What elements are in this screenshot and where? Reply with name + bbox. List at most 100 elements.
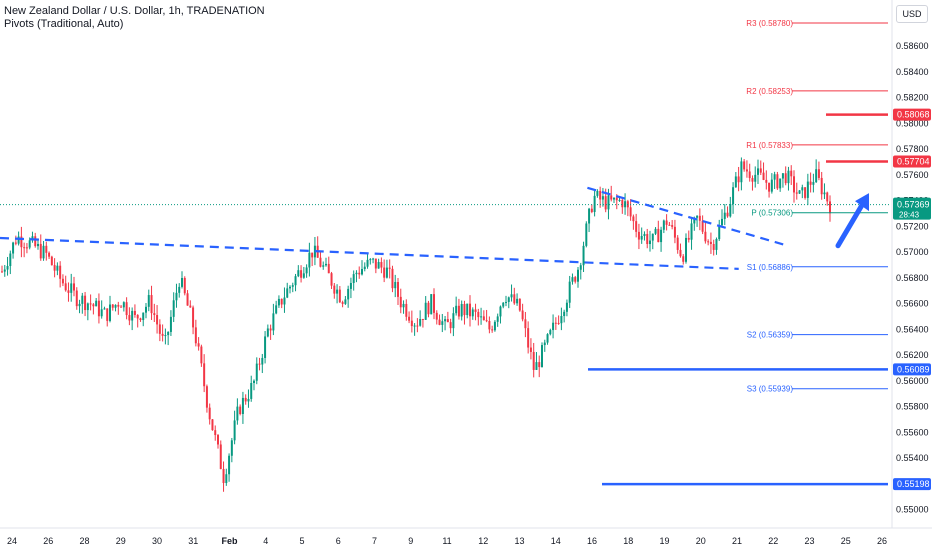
candle <box>338 285 341 304</box>
candle <box>192 305 195 335</box>
candle <box>449 318 452 334</box>
candle <box>214 425 217 441</box>
candle-body <box>632 216 635 222</box>
candle-body <box>480 316 483 318</box>
candle-body <box>67 290 70 293</box>
candle <box>765 170 768 190</box>
candle <box>142 312 145 327</box>
candle-body <box>197 343 200 347</box>
candle <box>685 233 687 264</box>
candle-body <box>662 220 665 230</box>
candle <box>217 433 219 449</box>
candle-body <box>734 176 737 188</box>
candle <box>194 319 197 347</box>
candle-body <box>286 288 289 298</box>
candle <box>97 293 100 324</box>
candle <box>455 296 458 316</box>
candle-body <box>671 225 674 227</box>
candle-body <box>239 406 242 415</box>
candle-body <box>327 263 330 274</box>
candle <box>103 306 106 310</box>
candle-body <box>649 240 651 245</box>
candle <box>793 170 795 203</box>
candle-body <box>341 302 344 304</box>
candle <box>272 303 275 336</box>
candle-body <box>552 322 555 331</box>
candle <box>804 187 807 200</box>
candle-body <box>529 347 532 352</box>
candle-body <box>70 283 73 293</box>
candle <box>690 218 693 250</box>
candle-body <box>690 223 693 240</box>
candle <box>410 310 413 333</box>
candle <box>563 309 566 323</box>
candle-body <box>579 265 582 270</box>
candle <box>660 226 663 252</box>
candle <box>136 314 139 328</box>
candle <box>12 241 15 259</box>
candle <box>111 304 114 311</box>
candle-body <box>732 187 735 205</box>
candle <box>413 323 416 336</box>
candle-body <box>139 318 142 321</box>
candle-body <box>114 304 117 308</box>
candle-body <box>374 258 377 269</box>
candle-body <box>804 187 807 198</box>
candle <box>538 355 541 378</box>
candle-body <box>541 345 543 368</box>
candle-body <box>795 192 798 194</box>
candle-body <box>624 201 627 208</box>
candle-body <box>250 382 253 399</box>
candle-body <box>704 231 707 242</box>
candle-body <box>726 212 729 217</box>
candle-body <box>535 362 538 370</box>
candle <box>106 308 109 327</box>
candle <box>507 296 510 309</box>
candle-body <box>366 259 369 267</box>
candle <box>754 166 757 188</box>
candle <box>809 172 812 193</box>
candle-body <box>266 328 269 337</box>
candle <box>81 292 84 314</box>
candle-body <box>549 330 552 335</box>
candle-body <box>737 176 740 183</box>
candle <box>344 296 347 305</box>
candle <box>391 265 394 293</box>
symbol-title[interactable]: New Zealand Dollar / U.S. Dollar, 1h, TR… <box>4 5 265 17</box>
pivot-label: P (0.57306) <box>751 209 793 218</box>
forecast-arrow-shaft <box>835 202 865 249</box>
candle-body <box>715 239 718 250</box>
candle-body <box>225 474 228 484</box>
candle-body <box>502 302 505 307</box>
candle-body <box>635 221 638 232</box>
candle <box>707 239 710 246</box>
candle <box>139 317 142 322</box>
candle-body <box>643 233 646 236</box>
x-tick-label: 26 <box>43 536 53 546</box>
candle-body <box>701 220 704 232</box>
candle <box>247 389 250 408</box>
candle-body <box>219 444 222 469</box>
candle-body <box>471 309 474 317</box>
candle-body <box>349 283 352 289</box>
candle-body <box>505 301 507 303</box>
currency-button[interactable]: USD <box>896 5 928 23</box>
y-tick-label: 0.56400 <box>896 324 929 334</box>
candle <box>696 215 699 227</box>
candle <box>795 182 798 200</box>
candle-body <box>574 277 577 282</box>
candle-body <box>546 334 549 343</box>
candle-body <box>798 190 801 194</box>
candle-body <box>186 293 189 306</box>
candle <box>61 274 64 287</box>
indicator-label[interactable]: Pivots (Traditional, Auto) <box>4 18 124 30</box>
candle-body <box>424 302 427 320</box>
candle-body <box>790 170 793 177</box>
candle <box>826 191 829 206</box>
candle <box>361 260 363 276</box>
candle <box>471 307 474 320</box>
candle-body <box>507 297 510 302</box>
candle-body <box>516 298 519 304</box>
candle <box>460 300 463 321</box>
